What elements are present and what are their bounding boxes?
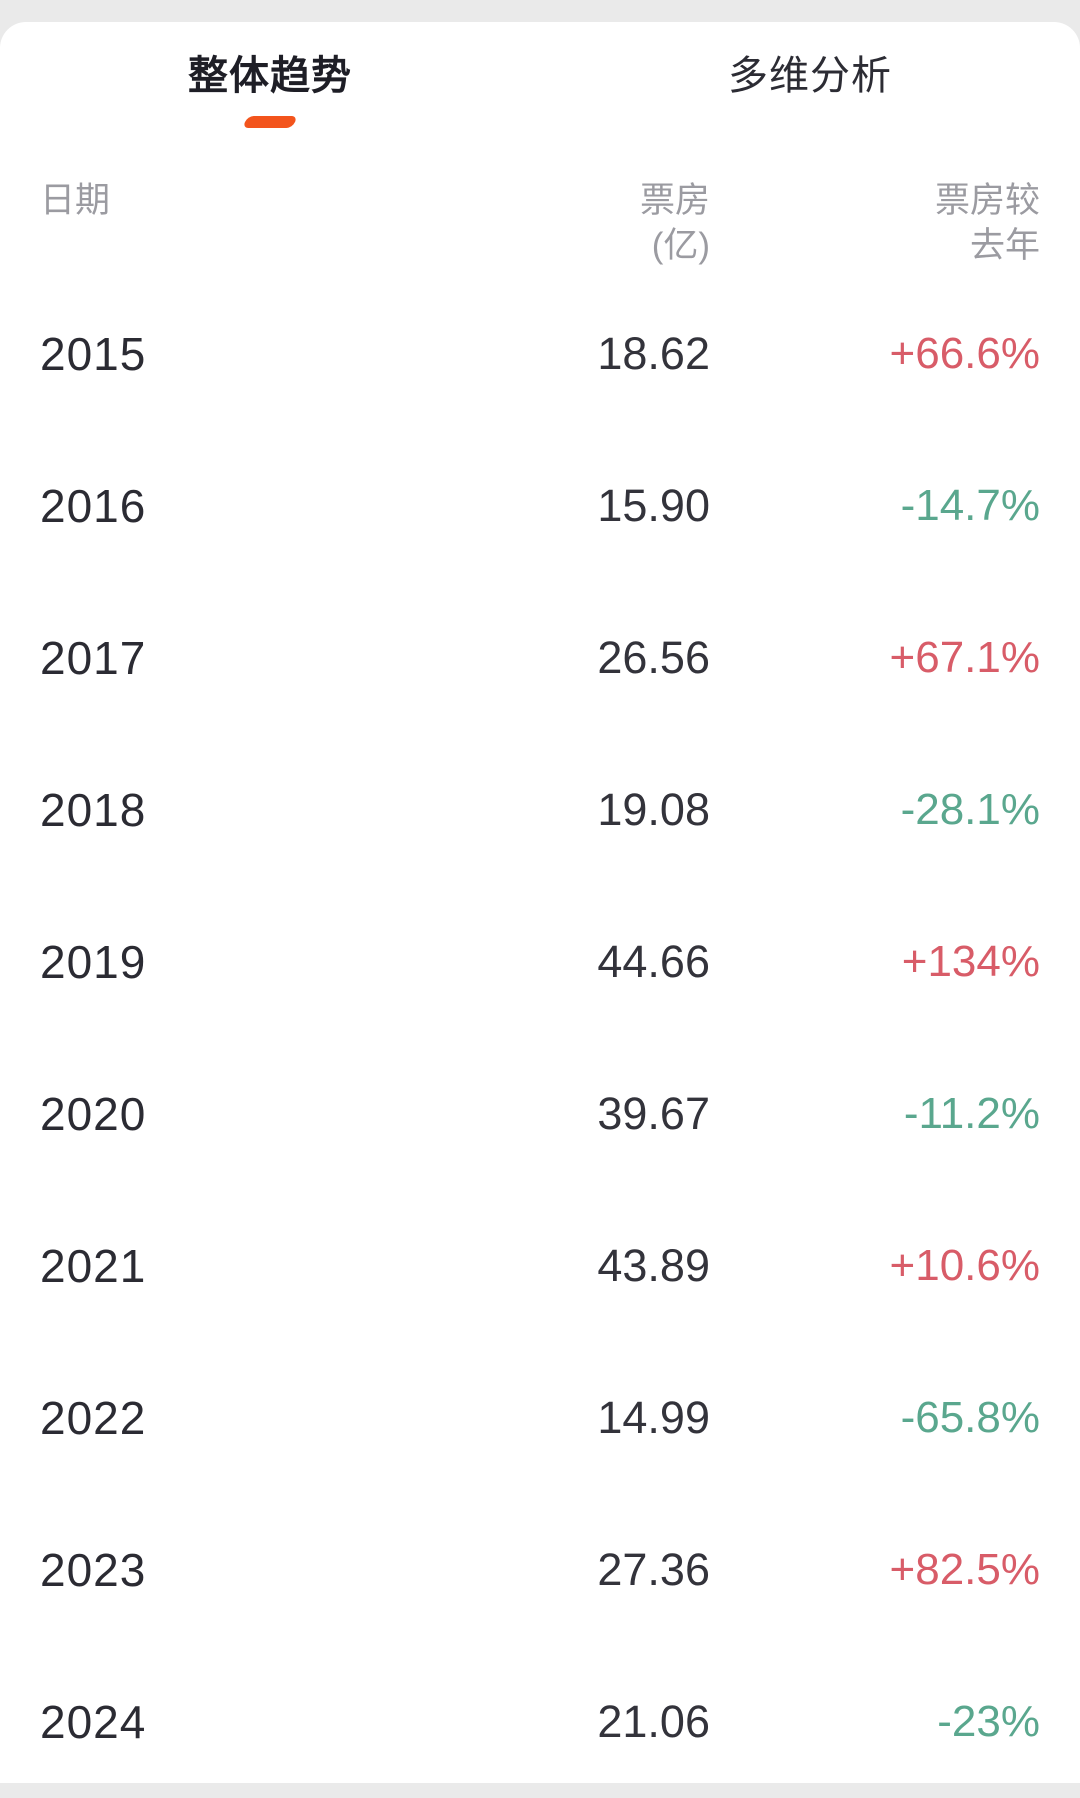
tab-overall-trend[interactable]: 整体趋势 <box>0 48 540 128</box>
table-row: 2019 44.66 +134% <box>40 886 1040 1038</box>
boxoffice-cell: 27.36 <box>597 1544 710 1595</box>
boxoffice-cell: 19.08 <box>597 784 710 835</box>
yoy-cell: -11.2% <box>903 1089 1040 1138</box>
boxoffice-cell: 26.56 <box>597 632 710 683</box>
yoy-cell: -28.1% <box>900 785 1040 834</box>
tab-multi-dimension-analysis-label: 多维分析 <box>728 54 892 98</box>
header-boxoffice-line1: 票房 <box>639 181 710 220</box>
yoy-cell: +82.5% <box>889 1545 1040 1594</box>
tab-bar: 整体趋势 多维分析 <box>0 22 1080 128</box>
yoy-cell: +67.1% <box>889 633 1040 682</box>
yoy-cell: +66.6% <box>889 329 1040 378</box>
year-cell: 2017 <box>40 632 147 684</box>
table-row: 2024 21.06 -23% <box>40 1646 1040 1798</box>
trend-card: 整体趋势 多维分析 日期 票房 (亿) 票房较 去年 2015 18.62 +6… <box>0 22 1080 1783</box>
table-row: 2020 39.67 -11.2% <box>40 1038 1040 1190</box>
table-row: 2021 43.89 +10.6% <box>40 1190 1040 1342</box>
yoy-cell: -23% <box>937 1697 1040 1746</box>
header-yoy-line1: 票房较 <box>934 181 1040 220</box>
boxoffice-table: 日期 票房 (亿) 票房较 去年 2015 18.62 +66.6% 2016 … <box>0 178 1080 1798</box>
year-cell: 2015 <box>40 328 147 380</box>
table-row: 2018 19.08 -28.1% <box>40 734 1040 886</box>
yoy-cell: +134% <box>901 937 1040 986</box>
header-yoy: 票房较 去年 <box>710 178 1040 268</box>
table-row: 2023 27.36 +82.5% <box>40 1494 1040 1646</box>
tab-multi-dimension-analysis[interactable]: 多维分析 <box>540 48 1080 128</box>
boxoffice-cell: 43.89 <box>597 1240 710 1291</box>
year-cell: 2021 <box>40 1240 147 1292</box>
year-cell: 2023 <box>40 1544 147 1596</box>
table-body: 2015 18.62 +66.6% 2016 15.90 -14.7% 2017… <box>40 278 1040 1798</box>
table-row: 2017 26.56 +67.1% <box>40 582 1040 734</box>
header-yoy-line2: 去年 <box>969 226 1040 265</box>
header-date: 日期 <box>40 181 111 220</box>
header-boxoffice: 票房 (亿) <box>470 178 710 268</box>
yoy-cell: -14.7% <box>900 481 1040 530</box>
yoy-cell: -65.8% <box>900 1393 1040 1442</box>
tab-overall-trend-label: 整体趋势 <box>188 54 352 98</box>
year-cell: 2016 <box>40 480 147 532</box>
table-row: 2022 14.99 -65.8% <box>40 1342 1040 1494</box>
boxoffice-cell: 14.99 <box>597 1392 710 1443</box>
year-cell: 2019 <box>40 936 147 988</box>
year-cell: 2020 <box>40 1088 147 1140</box>
year-cell: 2022 <box>40 1392 147 1444</box>
boxoffice-cell: 44.66 <box>597 936 710 987</box>
boxoffice-cell: 21.06 <box>597 1696 710 1747</box>
yoy-cell: +10.6% <box>889 1241 1040 1290</box>
table-row: 2015 18.62 +66.6% <box>40 278 1040 430</box>
year-cell: 2024 <box>40 1696 147 1748</box>
year-cell: 2018 <box>40 784 147 836</box>
boxoffice-cell: 15.90 <box>597 480 710 531</box>
table-header-row: 日期 票房 (亿) 票房较 去年 <box>40 178 1040 268</box>
boxoffice-cell: 18.62 <box>597 328 710 379</box>
header-boxoffice-line2: (亿) <box>651 226 710 265</box>
active-tab-indicator <box>242 116 298 128</box>
boxoffice-cell: 39.67 <box>597 1088 710 1139</box>
table-row: 2016 15.90 -14.7% <box>40 430 1040 582</box>
